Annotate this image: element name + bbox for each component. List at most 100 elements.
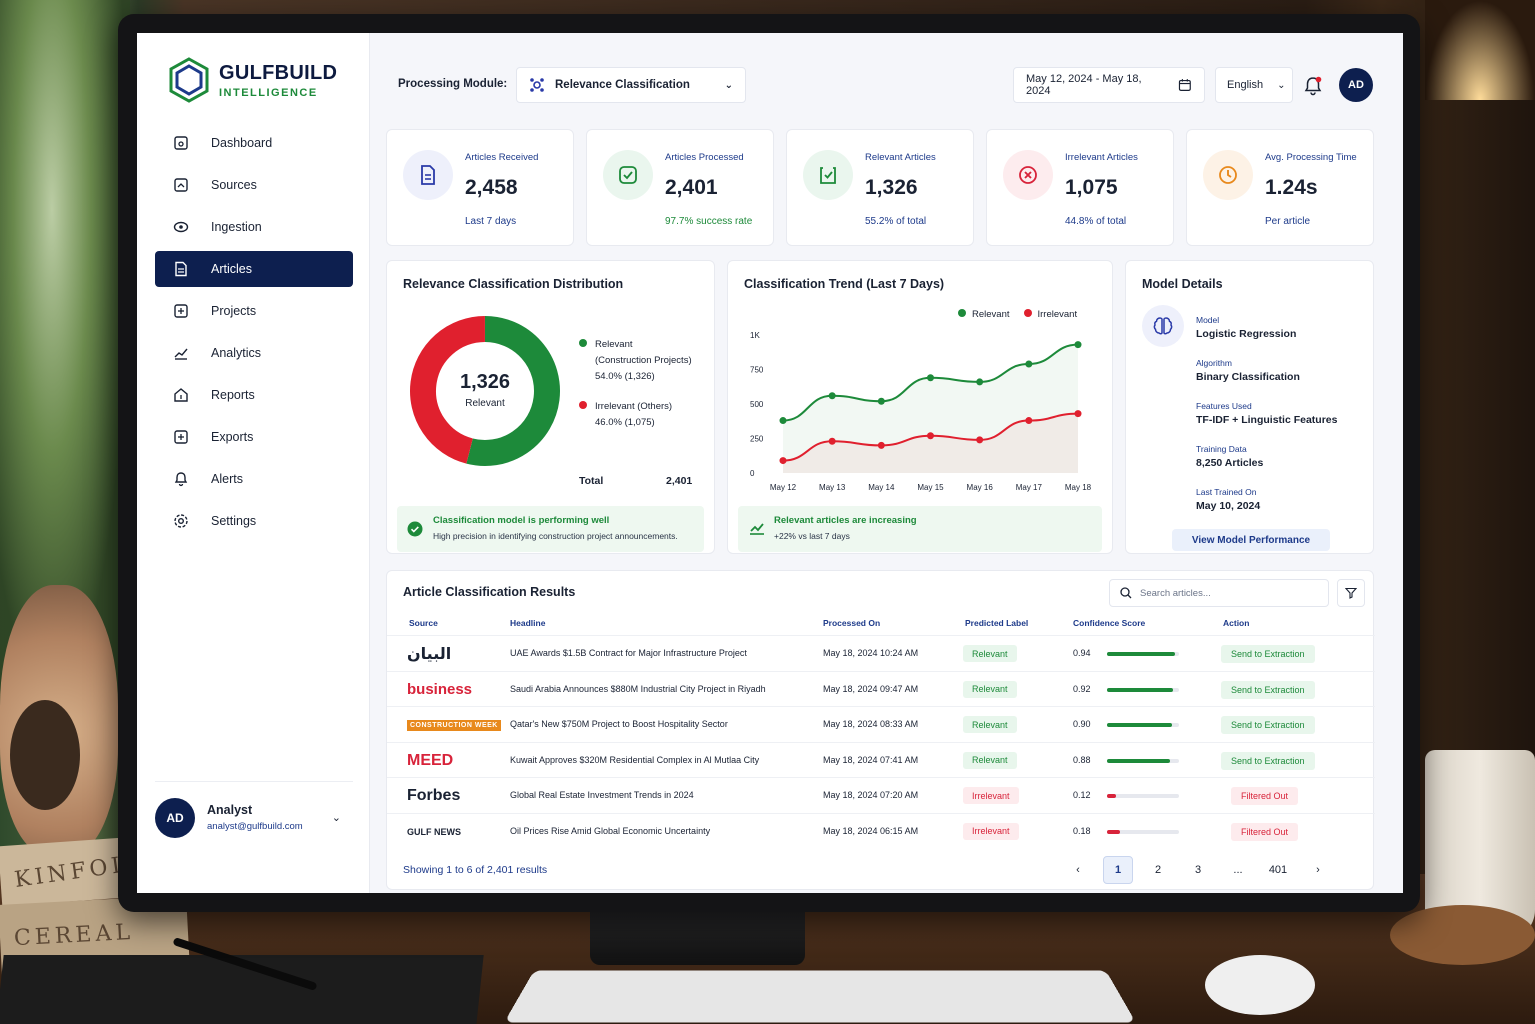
- page-button: ...: [1233, 864, 1243, 876]
- search-input[interactable]: Search articles...: [1109, 579, 1329, 607]
- model-field-label: Features Used: [1196, 401, 1252, 411]
- sidebar-item-exports[interactable]: Exports: [155, 419, 353, 455]
- confidence-bar-fill: [1107, 687, 1174, 692]
- data-point[interactable]: [976, 378, 984, 386]
- data-point[interactable]: [877, 397, 885, 405]
- data-point[interactable]: [779, 417, 787, 425]
- search-placeholder: Search articles...: [1140, 587, 1211, 599]
- headline[interactable]: Qatar's New $750M Project to Boost Hospi…: [510, 719, 728, 729]
- next-page-button[interactable]: ›: [1316, 864, 1320, 876]
- column-header[interactable]: Headline: [510, 618, 546, 628]
- page-button[interactable]: 3: [1194, 864, 1202, 876]
- sidebar-item-reports[interactable]: Reports: [155, 377, 353, 413]
- confidence-value: 0.88: [1073, 754, 1091, 765]
- send-to-extraction-button[interactable]: Send to Extraction: [1221, 680, 1315, 699]
- headline[interactable]: Kuwait Approves $320M Residential Comple…: [510, 754, 760, 765]
- table-row[interactable]: business Saudi Arabia Announces $880M Ind…: [387, 670, 1375, 707]
- processed-on: May 18, 2024 08:33 AM: [823, 719, 919, 729]
- data-point[interactable]: [1025, 417, 1033, 425]
- confidence-value: 0.18: [1073, 825, 1091, 836]
- avatar: AD: [155, 797, 195, 838]
- data-point[interactable]: [927, 374, 934, 382]
- model-status-banner: Classification model is performing well …: [397, 506, 704, 552]
- prev-page-button[interactable]: ‹: [1076, 864, 1080, 876]
- date-range-picker[interactable]: May 12, 2024 - May 18, 2024: [1013, 67, 1205, 103]
- column-header[interactable]: Action: [1223, 618, 1250, 628]
- chevron-down-icon[interactable]: ⌄: [331, 812, 341, 824]
- sidebar-item-ingestion[interactable]: Ingestion: [155, 209, 353, 245]
- legend-irrelevant: Irrelevant (Others) 46.0% (1,075): [579, 399, 672, 431]
- send-to-extraction-button[interactable]: Send to Extraction: [1221, 716, 1315, 734]
- headline[interactable]: UAE Awards $1.5B Contract for Major Infr…: [510, 648, 747, 658]
- data-point[interactable]: [927, 432, 934, 440]
- data-point[interactable]: [828, 437, 836, 445]
- kpi-value: 1,326: [865, 176, 918, 199]
- model-field-value: 8,250 Articles: [1196, 457, 1264, 469]
- label-badge: Irrelevant: [963, 787, 1019, 804]
- data-point[interactable]: [1074, 341, 1082, 349]
- sidebar-item-articles[interactable]: Articles: [155, 251, 353, 287]
- confidence-bar-fill: [1107, 829, 1120, 834]
- module-select[interactable]: Relevance Classification ⌄: [516, 67, 746, 103]
- table-row[interactable]: CONSTRUCTION WEEK Qatar's New $750M Proje…: [387, 706, 1375, 742]
- table-row[interactable]: MEED Kuwait Approves $320M Residential Co…: [387, 741, 1375, 778]
- headline[interactable]: Oil Prices Rise Amid Global Economic Unc…: [510, 825, 711, 836]
- model-details-card: Model Details Model Logistic Regression Al…: [1125, 260, 1374, 554]
- send-to-extraction-button[interactable]: Send to Extraction: [1221, 645, 1315, 663]
- data-point[interactable]: [779, 457, 787, 465]
- sidebar-item-settings[interactable]: Settings: [155, 503, 353, 539]
- column-header[interactable]: Source: [409, 618, 438, 628]
- data-point[interactable]: [828, 392, 836, 400]
- page-button[interactable]: 1: [1103, 856, 1133, 884]
- filtered-out-button[interactable]: Filtered Out: [1231, 822, 1299, 841]
- column-header[interactable]: Predicted Label: [965, 618, 1029, 628]
- processed-on: May 18, 2024 07:41 AM: [823, 754, 919, 765]
- column-header[interactable]: Confidence Score: [1073, 618, 1146, 628]
- page-button[interactable]: 2: [1154, 864, 1162, 876]
- headline[interactable]: Saudi Arabia Announces $880M Industrial …: [510, 683, 766, 694]
- column-header[interactable]: Processed On: [823, 618, 881, 628]
- logo[interactable]: GULFBUILD INTELLIGENCE: [169, 57, 337, 103]
- bell-icon[interactable]: [1302, 75, 1324, 97]
- trend-card: Classification Trend (Last 7 Days) Relev…: [727, 260, 1113, 554]
- processed-on: May 18, 2024 09:47 AM: [823, 683, 919, 694]
- sidebar-item-alerts[interactable]: Alerts: [155, 461, 353, 497]
- filter-button[interactable]: [1337, 579, 1365, 607]
- donut-chart: [410, 316, 560, 466]
- filtered-out-button[interactable]: Filtered Out: [1231, 787, 1299, 805]
- header-avatar[interactable]: AD: [1339, 68, 1373, 102]
- check-square-icon: [603, 150, 653, 200]
- source-logo: CONSTRUCTION WEEK: [407, 713, 501, 737]
- sidebar-item-dashboard[interactable]: Dashboard: [155, 125, 353, 161]
- kpi-card: Irrelevant Articles 1,075 44.8% of total: [986, 129, 1174, 246]
- topbar: Processing Module: Relevance Classificat…: [370, 33, 1403, 129]
- view-model-performance-button[interactable]: View Model Performance: [1172, 529, 1330, 551]
- sidebar-nav: Dashboard Sources Ingestion Articles Project…: [155, 125, 353, 545]
- data-point[interactable]: [976, 436, 984, 444]
- sidebar-item-sources[interactable]: Sources: [155, 167, 353, 203]
- page-button[interactable]: 401: [1268, 864, 1288, 876]
- data-point[interactable]: [877, 441, 885, 449]
- send-to-extraction-button[interactable]: Send to Extraction: [1221, 751, 1315, 770]
- pagination-summary: Showing 1 to 6 of 2,401 results: [403, 864, 548, 876]
- app-screen: GULFBUILD INTELLIGENCE Dashboard Sources I…: [137, 33, 1403, 893]
- user-menu[interactable]: AD Analyst analyst@gulfbuild.com ⌄: [155, 781, 353, 841]
- data-point[interactable]: [1025, 360, 1033, 368]
- kpi-label: Articles Received: [465, 152, 539, 163]
- table-row[interactable]: Forbes Global Real Estate Investment Tren…: [387, 777, 1375, 813]
- table-row[interactable]: GULF NEWS Oil Prices Rise Amid Global Eco…: [387, 812, 1375, 849]
- mouse: [1205, 955, 1315, 1015]
- language-select[interactable]: English ⌄: [1215, 67, 1293, 103]
- sidebar-item-projects[interactable]: Projects: [155, 293, 353, 329]
- date-range: May 12, 2024 - May 18, 2024: [1026, 73, 1142, 97]
- source-name: CONSTRUCTION WEEK: [407, 719, 501, 731]
- trend-title: Classification Trend (Last 7 Days): [744, 277, 945, 291]
- table-row[interactable]: البيان UAE Awards $1.5B Contract for Majo…: [387, 635, 1375, 671]
- data-point[interactable]: [1074, 410, 1082, 418]
- source-name: business: [407, 681, 473, 698]
- headline[interactable]: Global Real Estate Investment Trends in …: [510, 790, 694, 800]
- hexagon-logo-icon: [169, 57, 209, 103]
- source-logo: business: [407, 678, 472, 702]
- sidebar-item-analytics[interactable]: Analytics: [155, 335, 353, 371]
- kpi-row: Articles Received 2,458 Last 7 days Article…: [386, 129, 1374, 246]
